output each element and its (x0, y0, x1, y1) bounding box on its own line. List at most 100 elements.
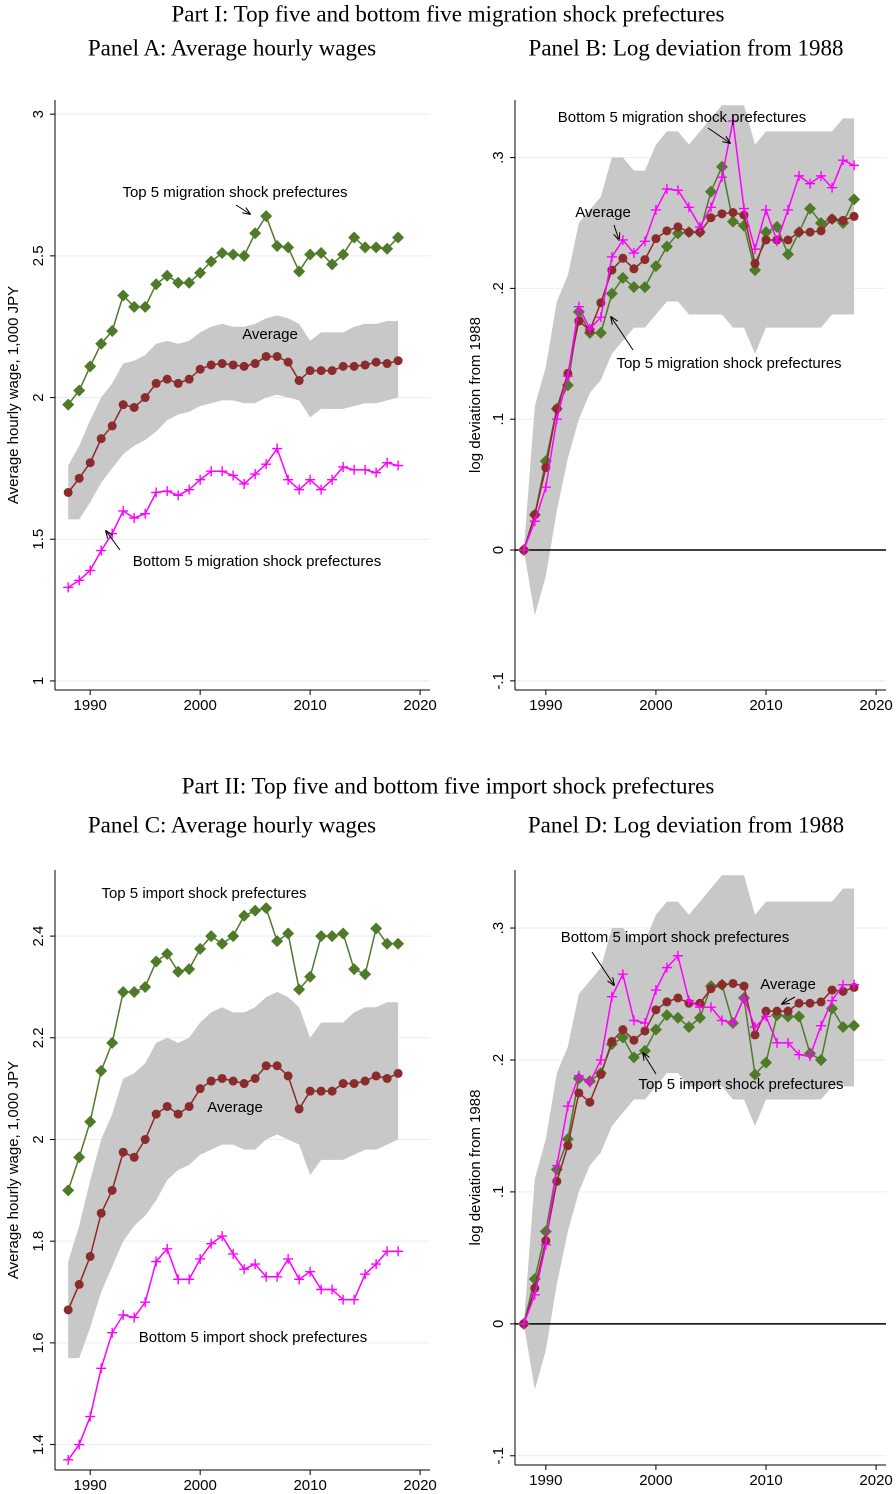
marker (338, 361, 348, 371)
marker (316, 1284, 327, 1295)
marker (618, 1025, 628, 1035)
marker (184, 1274, 195, 1285)
marker (349, 1294, 360, 1305)
marker (73, 1151, 86, 1164)
marker (260, 902, 273, 915)
marker (294, 484, 305, 495)
marker (393, 1068, 403, 1078)
marker (326, 258, 339, 271)
marker (107, 421, 117, 431)
marker (827, 214, 837, 224)
marker (660, 240, 673, 253)
marker (827, 995, 838, 1006)
marker (716, 1015, 727, 1026)
marker (672, 950, 683, 961)
marker (793, 1010, 806, 1023)
marker (584, 1077, 595, 1088)
marker (816, 170, 827, 181)
marker (772, 1037, 783, 1048)
marker (382, 359, 392, 369)
marker (683, 202, 694, 213)
x-tick-label: 2010 (749, 1472, 782, 1489)
marker (184, 1101, 194, 1111)
marker (518, 545, 529, 556)
series-label: Top 5 migration shock prefectures (122, 184, 347, 201)
marker (585, 1097, 595, 1107)
marker (294, 1274, 305, 1285)
y-tick-label: .2 (490, 282, 507, 295)
marker (161, 269, 174, 282)
marker (661, 183, 672, 194)
x-tick-label: 1990 (74, 697, 107, 714)
marker (738, 203, 749, 214)
marker (627, 1051, 640, 1064)
marker (217, 1073, 227, 1083)
marker (294, 1104, 304, 1114)
marker (563, 1141, 573, 1151)
marker (173, 490, 184, 501)
marker (371, 467, 382, 478)
marker (227, 930, 240, 943)
marker (250, 1259, 261, 1270)
x-tick-label: 2020 (403, 697, 436, 714)
y-tick-label: 0 (490, 1320, 507, 1328)
marker (195, 1253, 206, 1264)
marker (129, 402, 139, 412)
marker (837, 1020, 850, 1033)
marker (239, 1079, 249, 1089)
marker (162, 374, 172, 384)
marker (96, 1363, 107, 1374)
x-tick-label: 2020 (859, 1472, 892, 1489)
marker (562, 371, 573, 382)
marker (283, 1253, 294, 1264)
marker (649, 1023, 662, 1036)
series-label: Average (242, 326, 298, 343)
marker (627, 281, 640, 294)
marker (63, 1454, 74, 1465)
series-label: Top 5 import shock prefectures (101, 885, 306, 902)
marker (805, 1051, 816, 1062)
marker (815, 216, 828, 229)
marker (694, 1002, 705, 1013)
marker (261, 351, 271, 361)
panel-title: Panel C: Average hourly wages (88, 812, 376, 837)
marker (761, 235, 771, 245)
marker (62, 1184, 75, 1197)
marker (393, 460, 404, 471)
marker (272, 1061, 282, 1071)
marker (272, 351, 282, 361)
marker (315, 247, 328, 260)
series-label: Average (575, 204, 631, 221)
marker (518, 1318, 529, 1329)
marker (705, 1002, 716, 1013)
marker (617, 969, 628, 980)
marker (117, 986, 130, 999)
marker (761, 204, 772, 215)
marker (728, 208, 738, 218)
marker (628, 248, 639, 259)
marker (673, 993, 683, 1003)
marker (338, 1294, 349, 1305)
marker (74, 473, 84, 483)
marker (261, 1271, 272, 1282)
marker (316, 484, 327, 495)
marker (651, 1005, 661, 1015)
marker (849, 211, 859, 221)
y-tick-label: .3 (490, 922, 507, 935)
marker (794, 227, 804, 237)
y-tick-label: 0 (490, 546, 507, 554)
marker (750, 259, 760, 269)
marker (106, 1036, 119, 1049)
marker (107, 1185, 117, 1195)
marker (184, 484, 195, 495)
marker (139, 300, 152, 313)
marker (826, 1002, 839, 1015)
marker (316, 1086, 326, 1096)
marker (360, 1076, 370, 1086)
y-axis-title: log deviation from 1988 (467, 317, 484, 473)
marker (529, 1289, 540, 1300)
marker (304, 970, 317, 983)
confidence-band (523, 875, 855, 1390)
x-tick-label: 1990 (529, 1472, 562, 1489)
